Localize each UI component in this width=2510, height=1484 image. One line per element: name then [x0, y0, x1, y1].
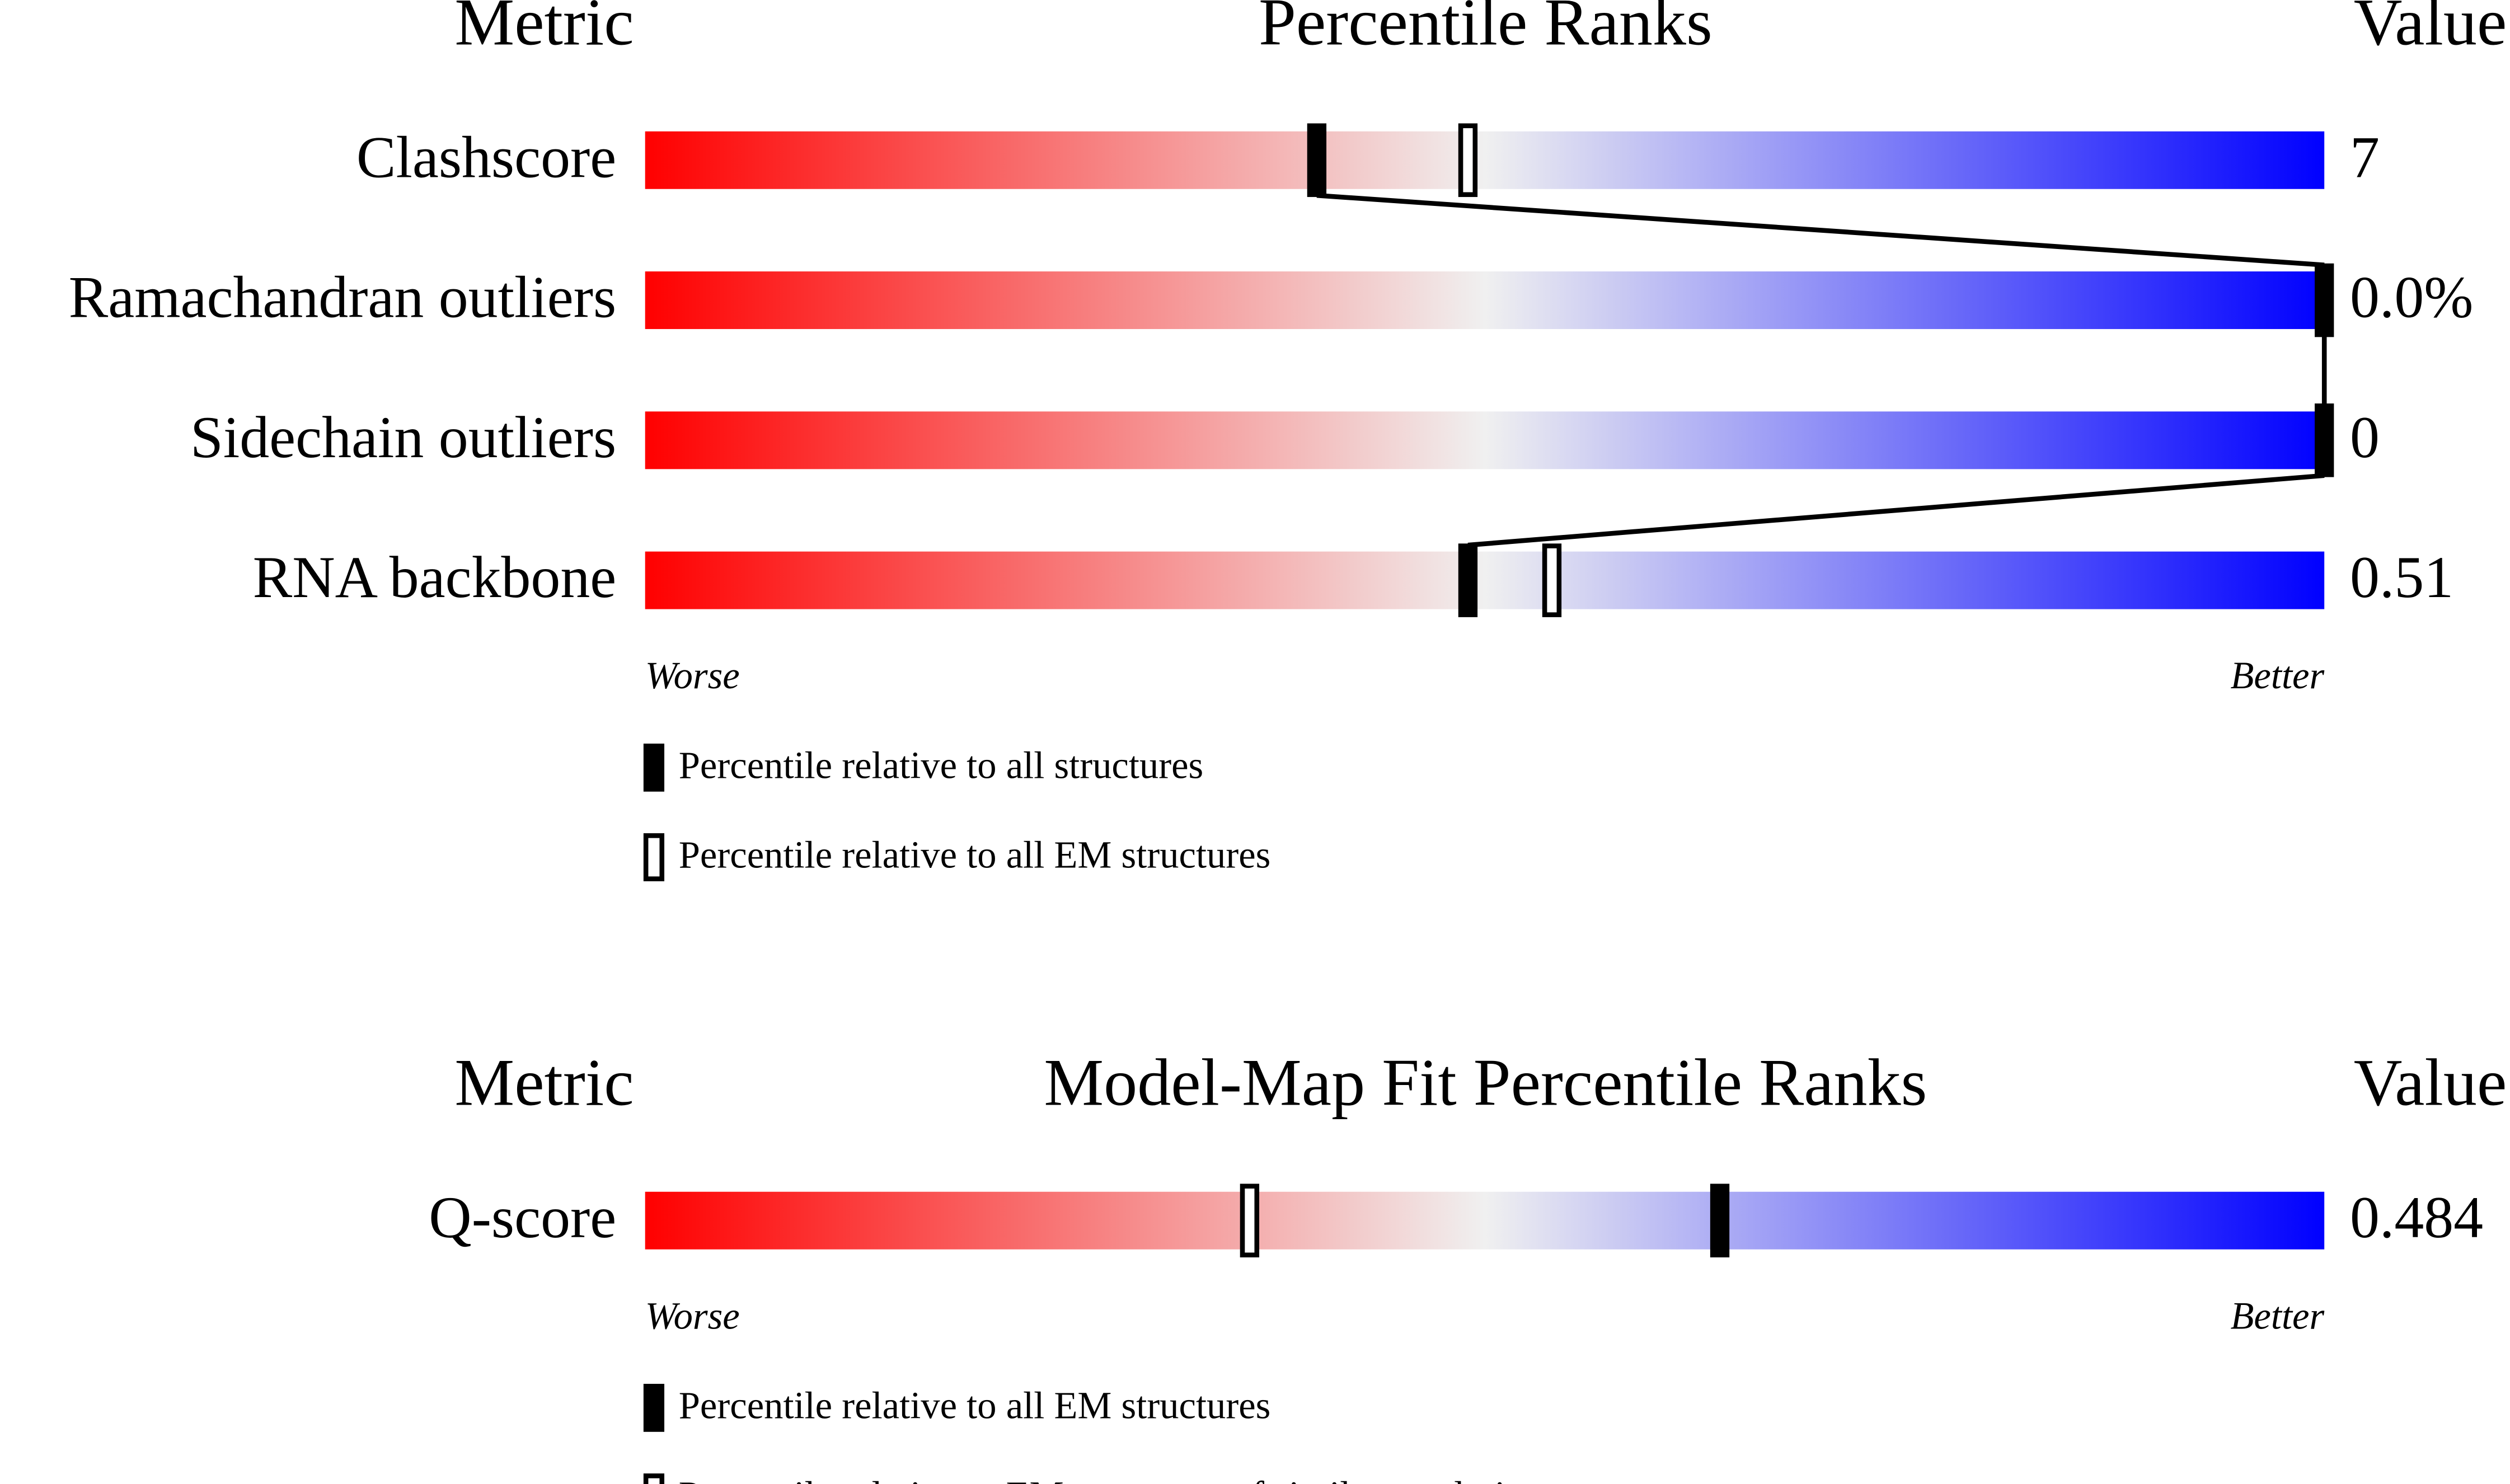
metric-label: RNA backbone — [253, 544, 617, 610]
percentile-bar — [645, 1191, 2325, 1250]
legend-label: Percentile relative to EM structures of … — [679, 1474, 1544, 1484]
metric-label: Clashscore — [356, 124, 616, 190]
chart-title: Percentile Ranks — [1259, 0, 1713, 59]
axis-end-label: Better — [2231, 1294, 2325, 1337]
chart-title: Model-Map Fit Percentile Ranks — [1044, 1045, 1927, 1119]
percentile-marker — [1542, 543, 1562, 617]
percentile-marker — [1710, 1184, 1730, 1258]
metric-value: 0 — [2350, 405, 2380, 470]
metric-value: 0.0% — [2350, 265, 2473, 330]
percentile-marker — [1307, 123, 1327, 198]
percentile-bar — [645, 271, 2325, 330]
legend-label: Percentile relative to all EM structures — [679, 1384, 1271, 1427]
legend-label: Percentile relative to all structures — [679, 744, 1204, 786]
legend-swatch — [643, 1383, 665, 1432]
legend-swatch — [643, 833, 665, 881]
axis-end-label: Worse — [645, 1294, 740, 1337]
percentile-marker — [1458, 123, 1478, 198]
metric-value: 0.51 — [2350, 544, 2453, 610]
connector-line — [1467, 473, 2325, 548]
percentile-bar — [645, 551, 2325, 609]
metric-label: Sidechain outliers — [190, 405, 616, 470]
legend-label: Percentile relative to all EM structures — [679, 834, 1271, 876]
connector-line — [1316, 192, 2325, 267]
percentile-marker — [2315, 403, 2334, 477]
metric-value: 7 — [2350, 124, 2380, 190]
column-header: Value — [2354, 0, 2507, 59]
legend-swatch — [643, 743, 665, 792]
percentile-marker — [1240, 1184, 1260, 1258]
metric-label: Ramachandran outliers — [69, 265, 617, 330]
legend-swatch — [643, 1473, 665, 1484]
axis-end-label: Worse — [645, 654, 740, 697]
percentile-bar — [645, 131, 2325, 189]
metric-value: 0.484 — [2350, 1185, 2483, 1250]
metric-label: Q-score — [429, 1185, 616, 1250]
percentile-marker — [1458, 543, 1478, 617]
percentile-marker — [2315, 263, 2334, 337]
axis-end-label: Better — [2231, 654, 2325, 697]
column-header: Metric — [454, 0, 634, 59]
column-header: Metric — [454, 1045, 634, 1119]
percentile-bar — [645, 411, 2325, 469]
column-header: Value — [2354, 1045, 2507, 1119]
